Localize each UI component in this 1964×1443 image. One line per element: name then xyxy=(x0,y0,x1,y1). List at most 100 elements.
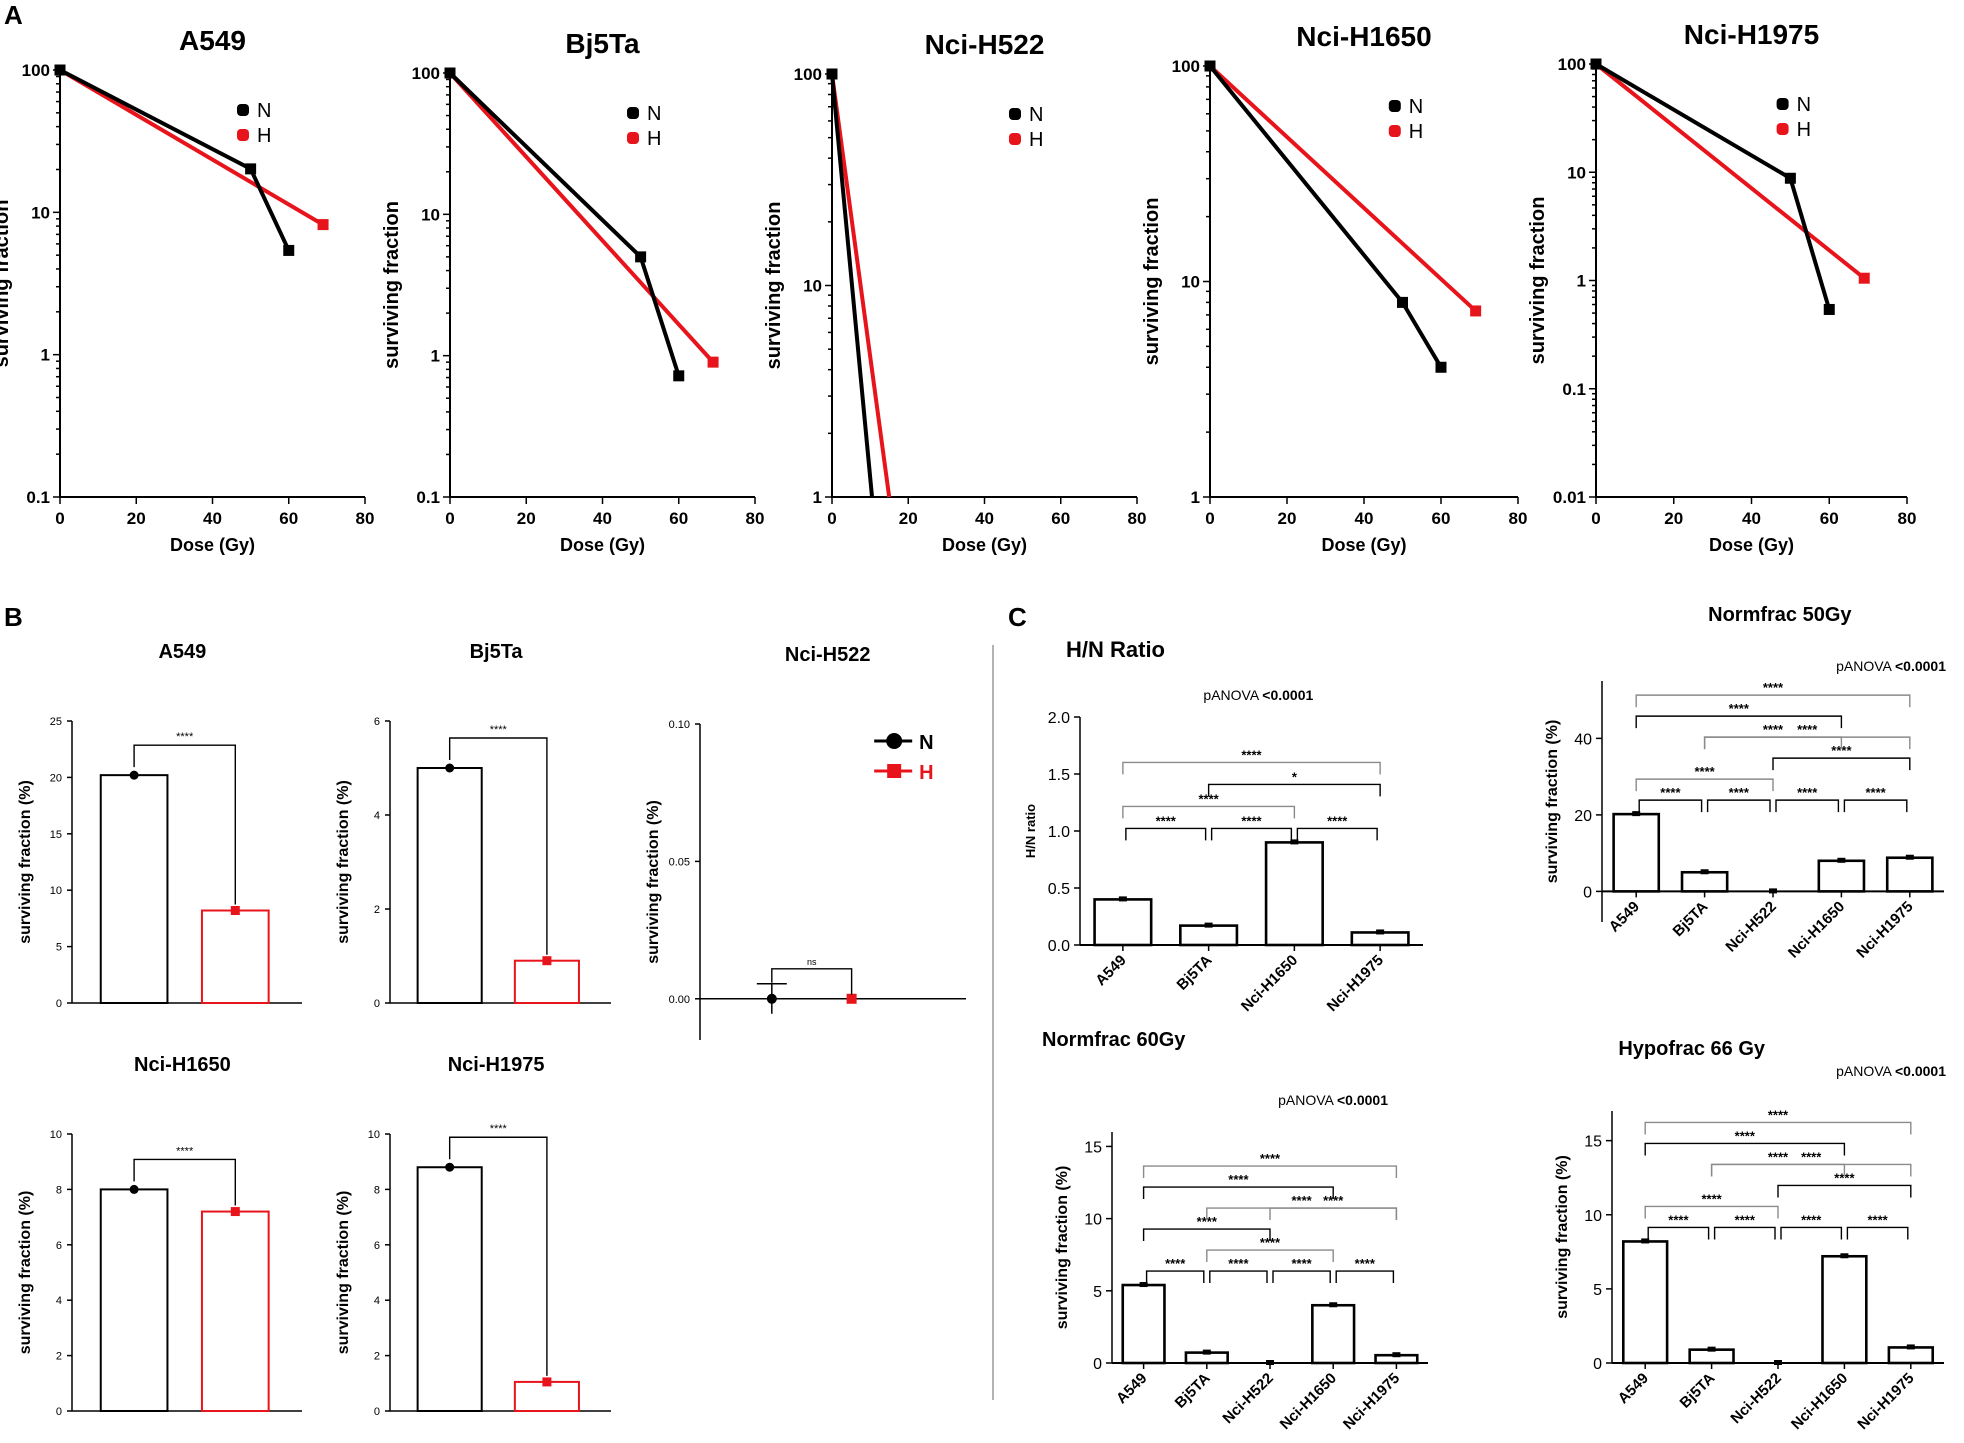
y-tick-label: 100 xyxy=(412,64,440,83)
significance-label: **** xyxy=(176,731,194,743)
y-tick-label: 0.1 xyxy=(1562,380,1586,399)
data-point-h-1 xyxy=(707,356,719,368)
y-axis-label: surviving fraction (%) xyxy=(1554,1155,1571,1319)
comparison-label-4: * xyxy=(1292,769,1298,784)
data-point-n-0 xyxy=(444,67,456,79)
y-tick-label: 15 xyxy=(1084,1139,1102,1156)
y-tick-label: 1 xyxy=(431,347,440,366)
comparison-bracket-8 xyxy=(1142,1186,1334,1200)
legend-marker-n xyxy=(886,733,903,749)
series-line-n xyxy=(59,68,291,252)
comparison-label-7: **** xyxy=(1291,1193,1312,1208)
chart-b5: Nci-H1975 0 2 4 6 8 10 surviving fraction (%) **… xyxy=(335,1054,611,1418)
bar-error-bj5ta xyxy=(1204,922,1213,928)
significance-label: ns xyxy=(807,957,817,967)
bar-error-nci-h522 xyxy=(1774,1360,1782,1365)
chart-title: Hypofrac 66 Gy xyxy=(1618,1038,1766,1060)
y-tick-label: 1.0 xyxy=(1048,824,1070,841)
legend-marker-n xyxy=(237,104,249,116)
comparison-bracket-6 xyxy=(1703,736,1843,750)
anova-annotation: pANOVA <0.0001 xyxy=(1203,687,1313,703)
legend-label-n: N xyxy=(1797,94,1811,116)
chart-a5: Nci-H1975 0 20 40 60 80 0.01 0.1 1 10 100 Dose (Gy)… xyxy=(1527,19,1916,555)
comparison-label-4: **** xyxy=(1701,1191,1722,1206)
y-axis-label: surviving fraction (%) xyxy=(17,780,34,944)
x-tick-label: A549 xyxy=(1606,898,1643,935)
x-tick-label: 0 xyxy=(1205,509,1214,528)
y-tick-label: 0.0 xyxy=(1048,938,1070,955)
comparison-bracket-9 xyxy=(1142,1165,1398,1179)
comparison-bracket-3 xyxy=(1122,805,1296,819)
y-tick-label: 4 xyxy=(56,1295,62,1307)
comparison-label-9: **** xyxy=(1260,1151,1281,1166)
comparison-bracket-1 xyxy=(1713,1226,1776,1240)
legend-marker-h xyxy=(887,764,902,778)
y-tick-label: 1.5 xyxy=(1048,767,1070,784)
comparison-bracket-0 xyxy=(1647,1226,1710,1240)
comparison-label-4: **** xyxy=(1694,764,1715,779)
data-point-h xyxy=(846,993,857,1004)
comparison-label-4: **** xyxy=(1260,1235,1281,1250)
bar-a549 xyxy=(1621,1240,1669,1365)
y-tick-label: 10 xyxy=(421,205,440,224)
x-tick-label: 20 xyxy=(1664,509,1683,528)
legend-label-h: H xyxy=(647,128,661,150)
y-tick-label: 2 xyxy=(56,1351,62,1363)
chart-title: Nci-H1975 xyxy=(1684,19,1819,50)
x-tick-label: Bj5TA xyxy=(1174,952,1216,994)
legend-label-n: N xyxy=(1409,96,1423,118)
comparison-bracket-8 xyxy=(1635,715,1843,729)
chart-a2: Bj5Ta 0 20 40 60 80 0.1 1 10 100 Dose (Gy) survivin… xyxy=(381,28,764,555)
bar-error-nci-h1975 xyxy=(1906,1344,1915,1350)
chart-c1: H/N Ratio pANOVA <0.0001 0.0 0.5 1.0 1.5 2.0 H/… xyxy=(1023,637,1423,1015)
legend-label-n: N xyxy=(919,732,933,754)
x-axis-label: Dose (Gy) xyxy=(942,535,1027,555)
comparison-label-5: **** xyxy=(1834,1170,1855,1185)
data-point-n-0 xyxy=(1590,58,1602,70)
bar-n xyxy=(416,1166,483,1412)
y-axis-label: surviving fraction (%) xyxy=(645,800,662,964)
comparison-bracket-2 xyxy=(1780,1226,1843,1240)
significance-label: **** xyxy=(490,1123,508,1135)
series-line-n xyxy=(448,71,681,377)
y-tick-label: 0.1 xyxy=(26,488,50,507)
bar-error-a549 xyxy=(1118,896,1127,902)
comparison-bracket-7 xyxy=(1703,736,1911,750)
x-tick-label: A549 xyxy=(1615,1370,1652,1407)
significance-bracket xyxy=(133,744,236,905)
y-tick-label: 6 xyxy=(374,1240,380,1252)
x-tick-label: 20 xyxy=(127,509,146,528)
comparison-label-1: **** xyxy=(1241,813,1262,828)
data-point-n-2 xyxy=(283,244,295,256)
comparison-bracket-0 xyxy=(1638,799,1703,813)
bar-bj5ta xyxy=(1680,870,1729,893)
y-tick-label: 20 xyxy=(50,772,62,784)
y-tick-label: 10 xyxy=(1584,1208,1602,1225)
series-line-h xyxy=(448,71,715,364)
y-tick-label: 0 xyxy=(374,998,380,1010)
comparison-bracket-0 xyxy=(1125,827,1207,841)
x-tick-label: 40 xyxy=(975,509,994,528)
legend-marker-h xyxy=(237,129,249,141)
comparison-label-3: **** xyxy=(1355,1256,1376,1271)
bar-marker-h xyxy=(230,906,240,916)
comparison-label-5: **** xyxy=(1197,1214,1218,1229)
bar-error-bj5ta xyxy=(1202,1349,1211,1355)
chart-title: Bj5Ta xyxy=(565,28,640,59)
comparison-bracket-1 xyxy=(1209,1270,1268,1284)
x-tick-label: Nci-H1975 xyxy=(1340,1370,1403,1433)
series-line-n xyxy=(1594,62,1832,311)
bar-nci-h1975 xyxy=(1885,856,1934,893)
comparison-label-0: **** xyxy=(1660,785,1681,800)
chart-c3: Normfrac 60Gy pANOVA <0.0001 0 5 10 15 survivi… xyxy=(1042,1029,1428,1433)
comparison-bracket-3 xyxy=(1335,1270,1395,1284)
bar-a549 xyxy=(1093,898,1153,947)
axes xyxy=(449,73,755,498)
y-tick-label: 15 xyxy=(50,829,62,841)
y-tick-label: 0.10 xyxy=(669,719,690,731)
comparison-label-6: **** xyxy=(1323,1193,1344,1208)
y-tick-label: 0.01 xyxy=(1553,488,1586,507)
anova-value: <0.0001 xyxy=(1337,1092,1388,1108)
y-tick-label: 100 xyxy=(1172,57,1200,76)
